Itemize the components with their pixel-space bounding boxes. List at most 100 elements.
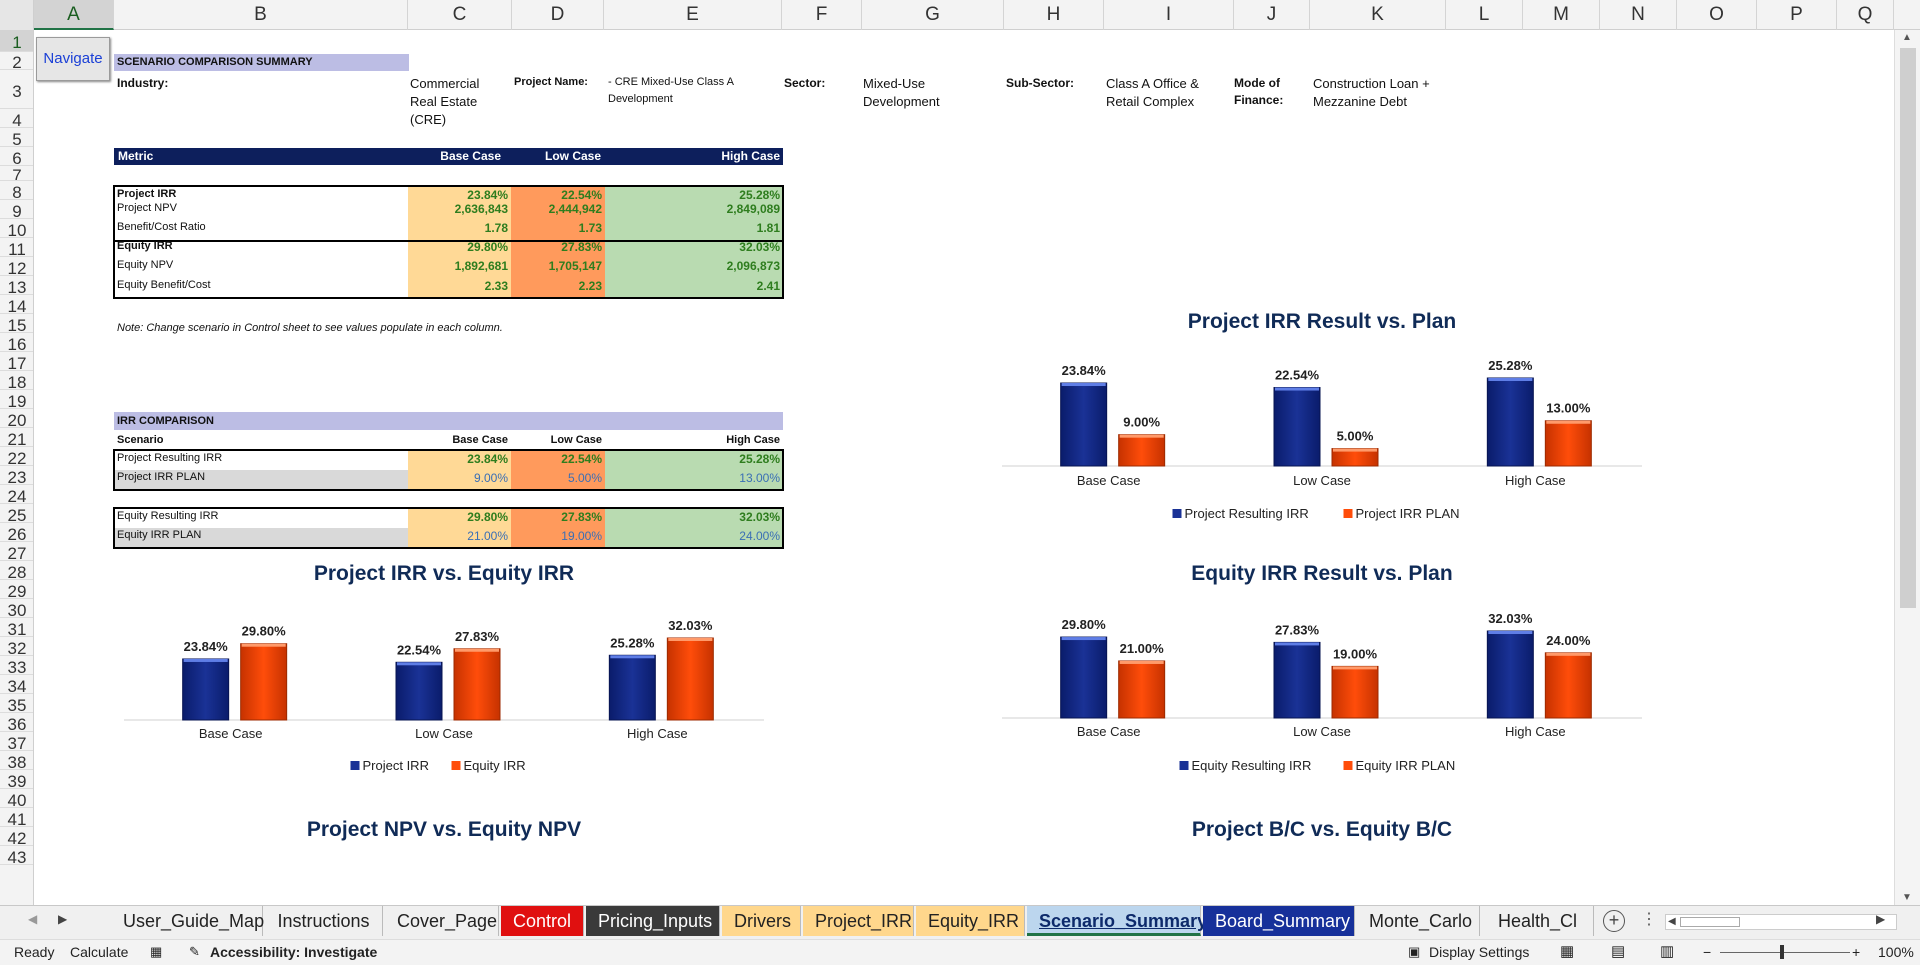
row-header-40[interactable]: 40	[0, 789, 33, 808]
column-header-F[interactable]: F	[782, 0, 862, 30]
sheet-tab[interactable]: Control	[501, 906, 584, 936]
column-header-O[interactable]: O	[1677, 0, 1757, 30]
row-header-42[interactable]: 42	[0, 827, 33, 846]
zoom-level[interactable]: 100%	[1878, 944, 1914, 960]
row-header-25[interactable]: 25	[0, 504, 33, 523]
row-header-4[interactable]: 4	[0, 109, 33, 128]
row-header-20[interactable]: 20	[0, 409, 33, 428]
row-header-19[interactable]: 19	[0, 390, 33, 409]
row-header-28[interactable]: 28	[0, 561, 33, 580]
page-break-view-icon[interactable]: ▥	[1660, 943, 1675, 960]
hscroll-right-icon[interactable]: ▶	[1876, 912, 1886, 926]
row-header-6[interactable]: 6	[0, 147, 33, 166]
scroll-down-icon[interactable]: ▼	[1902, 892, 1912, 903]
sheet-tab[interactable]: Cover_Page	[385, 906, 499, 936]
add-sheet-icon[interactable]: +	[1603, 910, 1625, 932]
row-header-7[interactable]: 7	[0, 166, 33, 181]
row-header-21[interactable]: 21	[0, 428, 33, 447]
scroll-up-icon[interactable]: ▲	[1902, 32, 1912, 43]
metric-header-row: Metric Base Case Low Case High Case	[114, 148, 783, 165]
column-header-K[interactable]: K	[1310, 0, 1446, 30]
status-calculate[interactable]: Calculate	[70, 944, 129, 960]
column-header-Q[interactable]: Q	[1837, 0, 1894, 30]
column-header-D[interactable]: D	[512, 0, 604, 30]
row-header-29[interactable]: 29	[0, 580, 33, 599]
sheet-tab[interactable]: Monte_Carlo	[1357, 906, 1480, 936]
row-header-24[interactable]: 24	[0, 485, 33, 504]
sheet-tab[interactable]: Instructions	[265, 906, 383, 936]
column-header-E[interactable]: E	[604, 0, 782, 30]
row-header-41[interactable]: 41	[0, 808, 33, 827]
row-header-11[interactable]: 11	[0, 238, 33, 257]
normal-view-icon[interactable]: ▦	[1560, 943, 1575, 960]
column-header-M[interactable]: M	[1523, 0, 1600, 30]
column-header-B[interactable]: B	[114, 0, 408, 30]
sheet-tab[interactable]: Scenario_Summary	[1027, 906, 1207, 936]
row-header-14[interactable]: 14	[0, 295, 33, 314]
sheet-tab[interactable]: User_Guide_Map	[111, 906, 264, 936]
zoom-out-icon[interactable]: −	[1703, 944, 1712, 960]
row-header-12[interactable]: 12	[0, 257, 33, 276]
worksheet-grid[interactable]: SCENARIO COMPARISON SUMMARY Industry: Co…	[34, 30, 1894, 905]
sheet-tab[interactable]: Board_Summary	[1203, 906, 1355, 936]
sheet-tab[interactable]: Project_IRR	[803, 906, 914, 936]
vertical-scrollbar[interactable]: ▲ ▼	[1894, 30, 1920, 905]
column-header-C[interactable]: C	[408, 0, 512, 30]
tab-scroll-left-icon[interactable]: ◀	[28, 912, 38, 926]
row-header-22[interactable]: 22	[0, 447, 33, 466]
sheet-tab[interactable]: Pricing_Inputs	[586, 906, 720, 936]
row-header-9[interactable]: 9	[0, 200, 33, 219]
row-header-32[interactable]: 32	[0, 637, 33, 656]
zoom-slider-track[interactable]	[1720, 952, 1850, 953]
page-layout-view-icon[interactable]: ▤	[1611, 943, 1626, 960]
row-header-1[interactable]: 1	[0, 30, 33, 52]
column-header-I[interactable]: I	[1104, 0, 1234, 30]
display-settings-button[interactable]: Display Settings	[1429, 944, 1530, 960]
sheet-tab[interactable]: Drivers	[722, 906, 801, 936]
tab-scroll-right-icon[interactable]: ▶	[58, 912, 68, 926]
hscroll-left-icon[interactable]: ◀	[1668, 916, 1676, 927]
row-header-31[interactable]: 31	[0, 618, 33, 637]
row-header-3[interactable]: 3	[0, 70, 33, 109]
select-all-corner[interactable]	[0, 0, 34, 30]
row-header-27[interactable]: 27	[0, 542, 33, 561]
column-header-P[interactable]: P	[1757, 0, 1837, 30]
column-header-L[interactable]: L	[1446, 0, 1523, 30]
zoom-in-icon[interactable]: +	[1852, 944, 1861, 960]
row-header-16[interactable]: 16	[0, 333, 33, 352]
column-header-H[interactable]: H	[1004, 0, 1104, 30]
column-header-G[interactable]: G	[862, 0, 1004, 30]
row-header-10[interactable]: 10	[0, 219, 33, 238]
zoom-slider-thumb[interactable]	[1780, 945, 1784, 959]
column-header-N[interactable]: N	[1600, 0, 1677, 30]
row-header-8[interactable]: 8	[0, 181, 33, 200]
row-header-35[interactable]: 35	[0, 694, 33, 713]
row-header-26[interactable]: 26	[0, 523, 33, 542]
row-header-13[interactable]: 13	[0, 276, 33, 295]
row-header-38[interactable]: 38	[0, 751, 33, 770]
horizontal-scrollbar[interactable]: ◀	[1665, 914, 1897, 930]
column-header-J[interactable]: J	[1234, 0, 1310, 30]
vertical-scroll-thumb[interactable]	[1900, 48, 1916, 608]
row-header-18[interactable]: 18	[0, 371, 33, 390]
row-header-5[interactable]: 5	[0, 128, 33, 147]
row-header-17[interactable]: 17	[0, 352, 33, 371]
status-accessibility[interactable]: Accessibility: Investigate	[210, 944, 378, 960]
more-options-icon[interactable]: ⋮	[1641, 911, 1657, 928]
macro-recording-icon[interactable]: ▦	[150, 944, 163, 959]
row-header-30[interactable]: 30	[0, 599, 33, 618]
row-header-39[interactable]: 39	[0, 770, 33, 789]
row-header-15[interactable]: 15	[0, 314, 33, 333]
column-header-A[interactable]: A	[34, 0, 114, 30]
row-header-23[interactable]: 23	[0, 466, 33, 485]
row-header-43[interactable]: 43	[0, 846, 33, 865]
row-header-2[interactable]: 2	[0, 52, 33, 70]
sheet-tab[interactable]: Equity_IRR	[916, 906, 1025, 936]
row-header-36[interactable]: 36	[0, 713, 33, 732]
navigate-button[interactable]: Navigate	[36, 37, 110, 81]
row-header-37[interactable]: 37	[0, 732, 33, 751]
sheet-tab[interactable]: Health_Cl ...	[1482, 906, 1594, 961]
horizontal-scroll-thumb[interactable]	[1680, 917, 1740, 927]
row-header-34[interactable]: 34	[0, 675, 33, 694]
row-header-33[interactable]: 33	[0, 656, 33, 675]
